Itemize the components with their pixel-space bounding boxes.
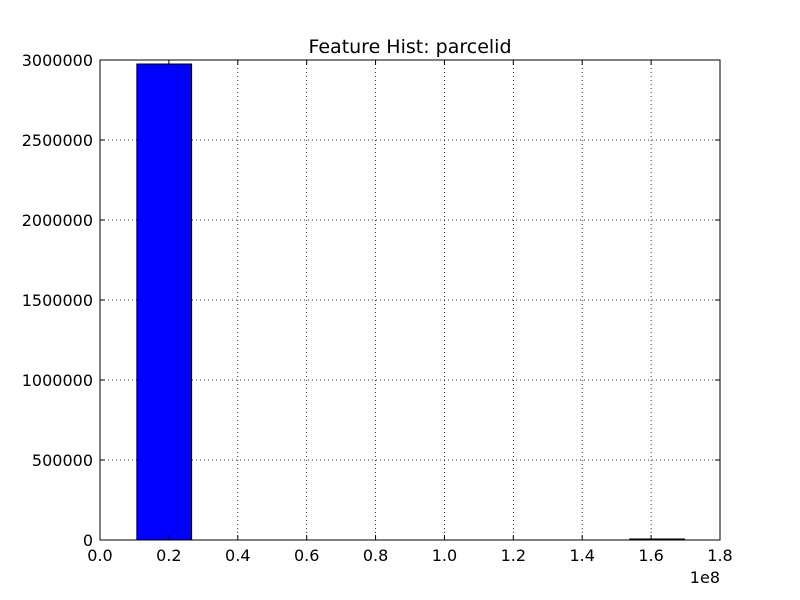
y-tick-label: 500000 — [32, 451, 93, 470]
chart-title: Feature Hist: parcelid — [308, 36, 511, 58]
x-offset-label: 1e8 — [690, 568, 720, 587]
y-tick-label: 3000000 — [22, 51, 93, 70]
x-tick-label: 0.6 — [294, 546, 319, 565]
x-tick-label: 0.4 — [225, 546, 250, 565]
grid-lines — [99, 59, 721, 541]
histogram-bar — [136, 63, 193, 541]
x-tick-label: 1.8 — [707, 546, 732, 565]
y-tick-label: 0 — [83, 531, 93, 550]
y-ticks-group: 0 500000 1000000 1500000 2000000 2500000 30000… — [22, 51, 720, 550]
x-tick-label: 1.4 — [569, 546, 594, 565]
bars-group — [136, 63, 686, 541]
x-tick-label: 0.2 — [156, 546, 181, 565]
x-tick-label: 1.2 — [501, 546, 526, 565]
x-tick-label: 1.0 — [432, 546, 457, 565]
x-tick-label: 0.8 — [363, 546, 388, 565]
y-tick-label: 2500000 — [22, 131, 93, 150]
y-tick-label: 1500000 — [22, 291, 93, 310]
x-tick-label: 0.0 — [87, 546, 112, 565]
y-tick-label: 2000000 — [22, 211, 93, 230]
x-tick-label: 1.6 — [638, 546, 663, 565]
y-tick-label: 1000000 — [22, 371, 93, 390]
x-ticks-group: 0.0 0.2 0.4 0.6 0.8 1.0 1.2 1.4 1.6 1.8 — [87, 60, 733, 565]
